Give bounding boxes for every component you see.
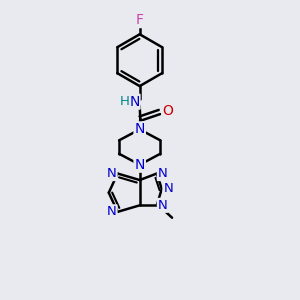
Text: N: N <box>134 158 145 172</box>
Text: N: N <box>107 205 117 218</box>
Text: N: N <box>158 167 167 180</box>
Text: H: H <box>119 95 129 108</box>
Text: N: N <box>129 95 140 109</box>
Text: N: N <box>164 182 173 195</box>
Text: N: N <box>107 167 117 180</box>
Text: N: N <box>134 122 145 136</box>
Text: F: F <box>136 13 144 27</box>
Text: O: O <box>162 103 173 118</box>
Text: N: N <box>158 199 167 212</box>
